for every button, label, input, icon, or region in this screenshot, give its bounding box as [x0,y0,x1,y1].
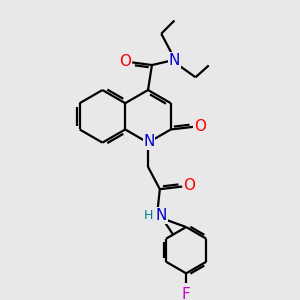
Text: H: H [143,209,153,222]
Text: O: O [119,54,131,69]
Text: O: O [194,119,206,134]
Text: O: O [183,178,195,193]
Text: N: N [168,52,180,68]
Text: N: N [143,134,155,149]
Text: F: F [182,287,190,300]
Text: N: N [156,208,167,223]
